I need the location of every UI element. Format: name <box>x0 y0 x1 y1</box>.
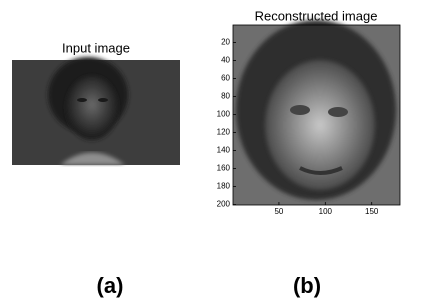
y-tick-label: 160 <box>217 164 231 173</box>
input-image <box>12 57 180 165</box>
y-tick-label: 40 <box>221 56 230 65</box>
panel-label: (a) <box>97 273 124 298</box>
y-tick-label: 180 <box>217 182 231 191</box>
x-tick-label: 150 <box>365 207 379 216</box>
y-tick-label: 120 <box>217 128 231 137</box>
y-tick-label: 140 <box>217 146 231 155</box>
figure: Input image (a) Reconstructed image 5010… <box>0 0 424 303</box>
y-tick-label: 200 <box>217 200 231 209</box>
panel-label: (b) <box>293 273 321 298</box>
y-tick-label: 80 <box>221 92 230 101</box>
y-tick-label: 60 <box>221 74 230 83</box>
y-tick-label: 100 <box>217 110 231 119</box>
reconstructed-image <box>233 20 400 205</box>
x-tick-label: 100 <box>319 207 333 216</box>
x-tick-label: 50 <box>274 207 283 216</box>
y-tick-label: 20 <box>221 38 230 47</box>
panel-title: Input image <box>62 40 130 55</box>
